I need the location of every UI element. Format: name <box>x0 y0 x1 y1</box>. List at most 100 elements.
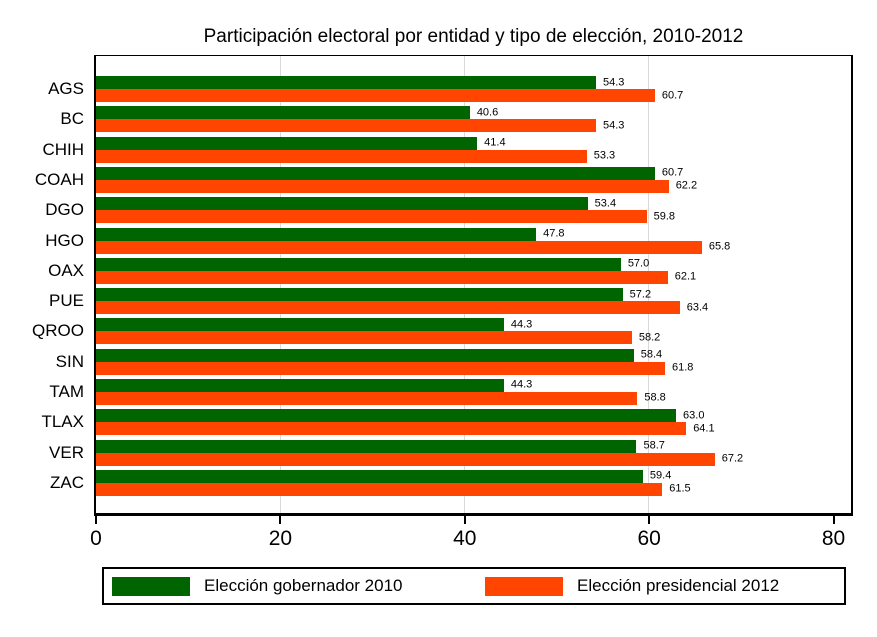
chart-title: Participación electoral por entidad y ti… <box>203 26 744 47</box>
bar-value-label: 67.2 <box>721 452 744 465</box>
bar-hgo-series1: 65.8 <box>96 240 730 254</box>
category-label-sin: SIN <box>55 351 84 371</box>
bar-oax-series1: 62.1 <box>96 270 696 284</box>
category-label-bc: BC <box>60 109 84 129</box>
bar-value-label: 54.3 <box>602 76 625 89</box>
bar-value-label: 60.7 <box>661 166 684 179</box>
x-tick-80 <box>832 516 835 524</box>
x-tick-20 <box>279 516 282 524</box>
gridline-40 <box>464 56 466 513</box>
bar-tam-series0: 44.3 <box>96 378 532 392</box>
bar-oax-series0: 57.0 <box>96 257 649 271</box>
x-tick-label-80: 80 <box>821 527 846 550</box>
bar-value-label: 47.8 <box>543 227 565 240</box>
category-label-ver: VER <box>49 442 84 462</box>
category-label-pue: PUE <box>49 291 84 311</box>
bar-value-label: 58.8 <box>644 391 666 404</box>
bar-value-label: 57.0 <box>627 257 650 270</box>
category-label-ags: AGS <box>48 79 84 99</box>
bar-value-label: 44.3 <box>510 318 533 331</box>
bar-group-ver: VER 58.7 67.2 <box>49 437 851 467</box>
bar-group-ags: AGS 54.3 60.7 <box>48 74 851 104</box>
bar-group-tam: TAM 44.3 58.8 <box>49 377 851 407</box>
bar-pue-series0: 57.2 <box>96 288 651 302</box>
bar-coah-series0: 60.7 <box>96 166 683 180</box>
bar-qroo-series1: 58.2 <box>96 331 660 345</box>
bar-pue-series1: 63.4 <box>96 301 708 315</box>
bar-zac-series0: 59.4 <box>96 469 671 483</box>
bar-value-label: 62.1 <box>674 270 697 283</box>
category-label-qroo: QROO <box>32 321 84 341</box>
bar-hgo-series0: 47.8 <box>96 227 565 241</box>
bar-value-label: 40.6 <box>476 106 499 119</box>
gridline-60 <box>648 56 650 513</box>
category-label-tlax: TLAX <box>41 412 84 432</box>
bar-group-qroo: QROO 44.3 58.2 <box>32 316 851 346</box>
category-label-hgo: HGO <box>45 230 84 250</box>
category-label-dgo: DGO <box>45 200 84 220</box>
x-axis: 0 20 40 60 80 <box>90 516 852 561</box>
x-tick-label-60: 60 <box>637 527 661 550</box>
bar-value-label: 60.7 <box>661 89 684 102</box>
x-tick-0 <box>95 516 97 524</box>
x-tick-label-20: 20 <box>268 527 293 550</box>
legend-label-gobernador: Elección gobernador 2010 <box>204 576 403 595</box>
bar-ags-series1: 60.7 <box>96 89 683 103</box>
bar-ver-series1: 67.2 <box>96 452 743 466</box>
bar-tlax-series0: 63.0 <box>96 409 704 423</box>
bar-value-label: 58.2 <box>638 331 661 344</box>
bar-bc-series1: 54.3 <box>96 119 624 133</box>
bar-value-label: 61.8 <box>672 361 694 374</box>
bar-group-chih: CHIH 41.4 53.3 <box>42 135 851 165</box>
bar-chih-series1: 53.3 <box>96 149 615 163</box>
bar-value-label: 59.4 <box>649 469 672 482</box>
bar-group-hgo: HGO 47.8 65.8 <box>45 225 851 255</box>
x-axis-line <box>94 513 853 516</box>
category-label-tam: TAM <box>49 381 84 401</box>
bar-group-pue: PUE 57.2 63.4 <box>49 286 851 316</box>
bar-value-label: 63.4 <box>686 301 709 314</box>
bar-value-label: 65.8 <box>708 240 731 253</box>
legend: Elección gobernador 2010 Elección presid… <box>102 567 846 605</box>
bar-value-label: 44.3 <box>510 378 533 391</box>
bar-value-label: 58.7 <box>643 439 665 452</box>
bar-group-zac: ZAC 59.4 61.5 <box>50 468 851 498</box>
bar-group-tlax: TLAX 63.0 64.1 <box>41 407 851 437</box>
bar-group-coah: COAH 60.7 62.2 <box>35 165 851 195</box>
bar-dgo-series0: 53.4 <box>96 197 616 211</box>
bar-value-label: 53.4 <box>594 197 617 210</box>
bar-ags-series0: 54.3 <box>96 76 624 90</box>
bar-value-label: 61.5 <box>669 482 691 495</box>
bar-value-label: 57.2 <box>629 288 652 301</box>
bar-zac-series1: 61.5 <box>96 482 691 496</box>
bar-value-label: 54.3 <box>602 119 625 132</box>
bar-value-label: 58.4 <box>640 348 663 361</box>
bar-tam-series1: 58.8 <box>96 391 666 405</box>
x-tick-60 <box>648 516 651 524</box>
bar-value-label: 53.3 <box>593 149 616 162</box>
bar-coah-series1: 62.2 <box>96 179 697 193</box>
category-label-oax: OAX <box>48 260 84 280</box>
bar-group-oax: OAX 57.0 62.1 <box>48 256 851 286</box>
category-label-zac: ZAC <box>50 472 84 492</box>
bar-chih-series0: 41.4 <box>96 136 506 150</box>
x-tick-label-0: 0 <box>90 527 102 550</box>
bar-group-bc: BC 40.6 54.3 <box>60 104 851 134</box>
legend-entry-presidencial: Elección presidencial 2012 <box>485 576 779 596</box>
bar-qroo-series0: 44.3 <box>96 318 532 332</box>
category-label-coah: COAH <box>34 169 84 189</box>
legend-label-presidencial: Elección presidencial 2012 <box>577 576 780 595</box>
category-label-chih: CHIH <box>42 139 84 159</box>
plot-area: AGS 54.3 60.7 BC 40.6 54.3 CHIH 41.4 53.3 COAH 60.… <box>32 55 853 513</box>
x-tick-40 <box>463 516 466 524</box>
gridline-20 <box>280 56 282 513</box>
x-tick-label-40: 40 <box>453 527 477 550</box>
bar-group-dgo: DGO 53.4 59.8 <box>45 195 851 225</box>
bar-ver-series0: 58.7 <box>96 439 665 453</box>
bar-group-sin: SIN 58.4 61.8 <box>56 347 851 377</box>
bar-value-label: 59.8 <box>653 210 676 223</box>
bar-rows-container: AGS 54.3 60.7 BC 40.6 54.3 CHIH 41.4 53.3 COAH 60.… <box>32 56 851 513</box>
bar-bc-series0: 40.6 <box>96 106 498 120</box>
bar-sin-series1: 61.8 <box>96 361 693 375</box>
